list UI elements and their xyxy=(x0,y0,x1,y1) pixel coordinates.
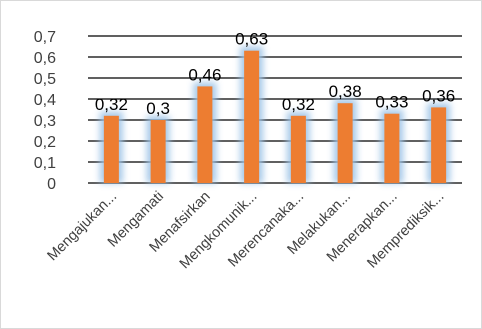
y-tick-label: 0,6 xyxy=(34,50,56,67)
bar xyxy=(150,120,166,183)
bar xyxy=(103,115,119,183)
category-label: Mengajukan... xyxy=(44,189,120,265)
bar xyxy=(244,50,260,184)
bar xyxy=(431,107,447,183)
y-tick-label: 0,3 xyxy=(34,113,56,130)
data-labels: 0,32 0,3 0,46 0,63 0,32 0,38 0,33 0,36 xyxy=(95,30,455,118)
y-tick-label: 0,5 xyxy=(34,71,56,88)
x-axis-category-labels: Mengajukan...MengamatiMenafsirkanMengkom… xyxy=(44,189,447,273)
y-axis-tick-labels: 0 0,1 0,2 0,3 0,4 0,5 0,6 0,7 xyxy=(34,29,56,193)
bar xyxy=(290,115,306,183)
data-label: 0,38 xyxy=(329,82,362,101)
data-label: 0,46 xyxy=(188,65,221,84)
bars xyxy=(99,46,451,184)
bar xyxy=(197,86,213,183)
data-label: 0,3 xyxy=(146,99,170,118)
bar xyxy=(384,113,400,183)
y-tick-label: 0 xyxy=(47,176,56,193)
y-tick-label: 0,1 xyxy=(34,155,56,172)
y-tick-label: 0,4 xyxy=(34,92,56,109)
data-label: 0,32 xyxy=(95,95,128,114)
data-label: 0,36 xyxy=(422,86,455,105)
y-tick-label: 0,2 xyxy=(34,134,56,151)
data-label: 0,32 xyxy=(282,95,315,114)
bar xyxy=(337,103,353,183)
y-tick-label: 0,7 xyxy=(34,29,56,46)
data-label: 0,33 xyxy=(375,93,408,112)
data-label: 0,63 xyxy=(235,30,268,49)
